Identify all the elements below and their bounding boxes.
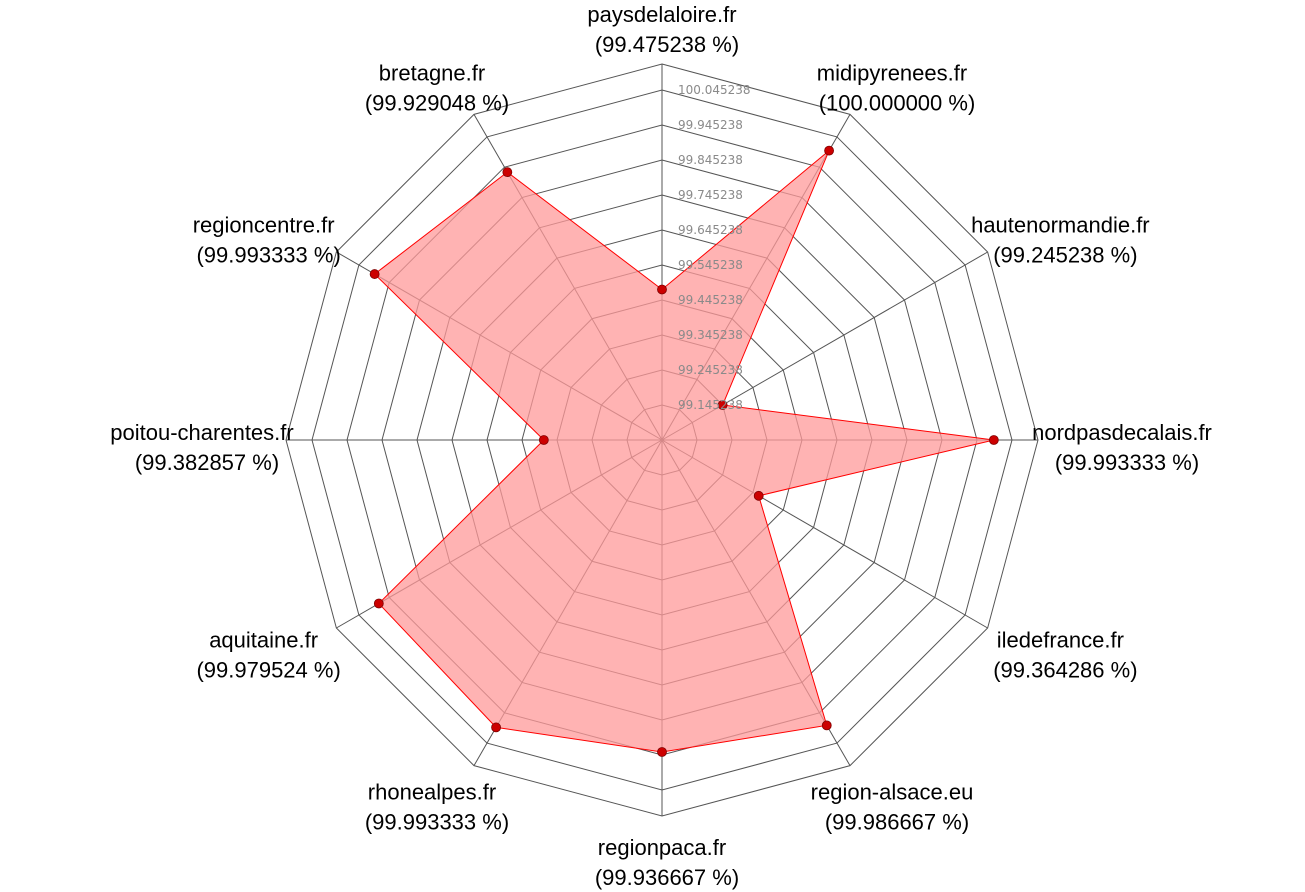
- category-name: nordpasdecalais.fr: [1032, 420, 1212, 445]
- data-point-marker: [369, 269, 380, 279]
- category-name: region-alsace.eu: [811, 779, 974, 804]
- radial-tick-label: 99.145238: [678, 398, 743, 412]
- category-name: rhonealpes.fr: [368, 779, 496, 804]
- category-value-label: (99.382857 %): [135, 450, 279, 475]
- category-name: iledefrance.fr: [997, 628, 1124, 653]
- radial-tick-label: 99.445238: [678, 293, 743, 307]
- category-value-label: (99.475238 %): [595, 32, 739, 57]
- category-label: iledefrance.fr (99.364286 %): [993, 628, 1137, 683]
- data-point-marker: [824, 145, 834, 156]
- category-label: region-alsace.eu (99.986667 %): [811, 779, 974, 834]
- data-point-marker: [717, 400, 728, 410]
- category-name: poitou-charentes.fr: [110, 420, 293, 445]
- category-label: poitou-charentes.fr (99.382857 %): [110, 420, 293, 475]
- data-point-marker: [538, 435, 549, 445]
- data-point-marker: [373, 598, 384, 609]
- category-value-label: (99.245238 %): [993, 243, 1137, 268]
- radial-tick-label: 99.845238: [678, 153, 743, 167]
- radial-tick-label: 99.745238: [678, 188, 743, 202]
- category-value-label: (99.986667 %): [825, 809, 969, 834]
- category-label: hautenormandie.fr (99.245238 %): [971, 213, 1150, 268]
- category-value-label: (99.936667 %): [595, 865, 739, 890]
- category-value-label: (100.000000 %): [819, 91, 976, 116]
- category-label: paysdelaloire.fr (99.475238 %): [587, 2, 739, 57]
- data-point-marker: [753, 490, 764, 501]
- category-name: aquitaine.fr: [209, 628, 318, 653]
- data-point-marker: [491, 722, 501, 733]
- radial-tick-label: 99.345238: [678, 328, 743, 342]
- category-label: regionpaca.fr (99.936667 %): [595, 835, 739, 890]
- radial-tick-label: 99.645238: [678, 223, 743, 237]
- data-point-marker: [502, 167, 513, 178]
- radial-tick-label: 100.045238: [678, 83, 751, 97]
- category-name: regionpaca.fr: [598, 835, 726, 860]
- data-point-marker: [657, 284, 667, 295]
- radar-series: [373, 150, 994, 753]
- data-point-marker: [988, 435, 999, 445]
- category-value-label: (99.993333 %): [365, 809, 509, 834]
- category-name: regioncentre.fr: [193, 213, 335, 238]
- category-value-label: (99.929048 %): [365, 91, 509, 116]
- category-label: regioncentre.fr (99.993333 %): [193, 213, 341, 268]
- radial-tick-label: 99.945238: [678, 118, 743, 132]
- radar-markers: [369, 145, 999, 757]
- category-label: rhonealpes.fr (99.993333 %): [365, 779, 509, 834]
- series-area: [373, 150, 994, 753]
- category-value-label: (99.979524 %): [196, 658, 340, 683]
- category-name: paysdelaloire.fr: [587, 2, 736, 27]
- category-name: hautenormandie.fr: [971, 213, 1150, 238]
- data-point-marker: [821, 720, 832, 731]
- category-label: bretagne.fr (99.929048 %): [365, 61, 509, 116]
- radial-tick-label: 99.545238: [678, 258, 743, 272]
- category-label: aquitaine.fr (99.979524 %): [196, 628, 340, 683]
- category-value-label: (99.364286 %): [993, 658, 1137, 683]
- category-label: midipyrenees.fr (100.000000 %): [817, 61, 975, 116]
- category-name: bretagne.fr: [379, 61, 485, 86]
- radial-tick-label: 99.245238: [678, 363, 743, 377]
- category-value-label: (99.993333 %): [196, 243, 340, 268]
- category-value-label: (99.993333 %): [1055, 450, 1199, 475]
- category-label: nordpasdecalais.fr (99.993333 %): [1032, 420, 1212, 475]
- data-point-marker: [657, 747, 667, 757]
- radial-tick-labels: 99.145238 99.245238 99.345238 99.445238 99.5…: [678, 83, 751, 412]
- category-labels: paysdelaloire.fr (99.475238 %) midipyrenee…: [110, 2, 1212, 890]
- category-name: midipyrenees.fr: [817, 61, 967, 86]
